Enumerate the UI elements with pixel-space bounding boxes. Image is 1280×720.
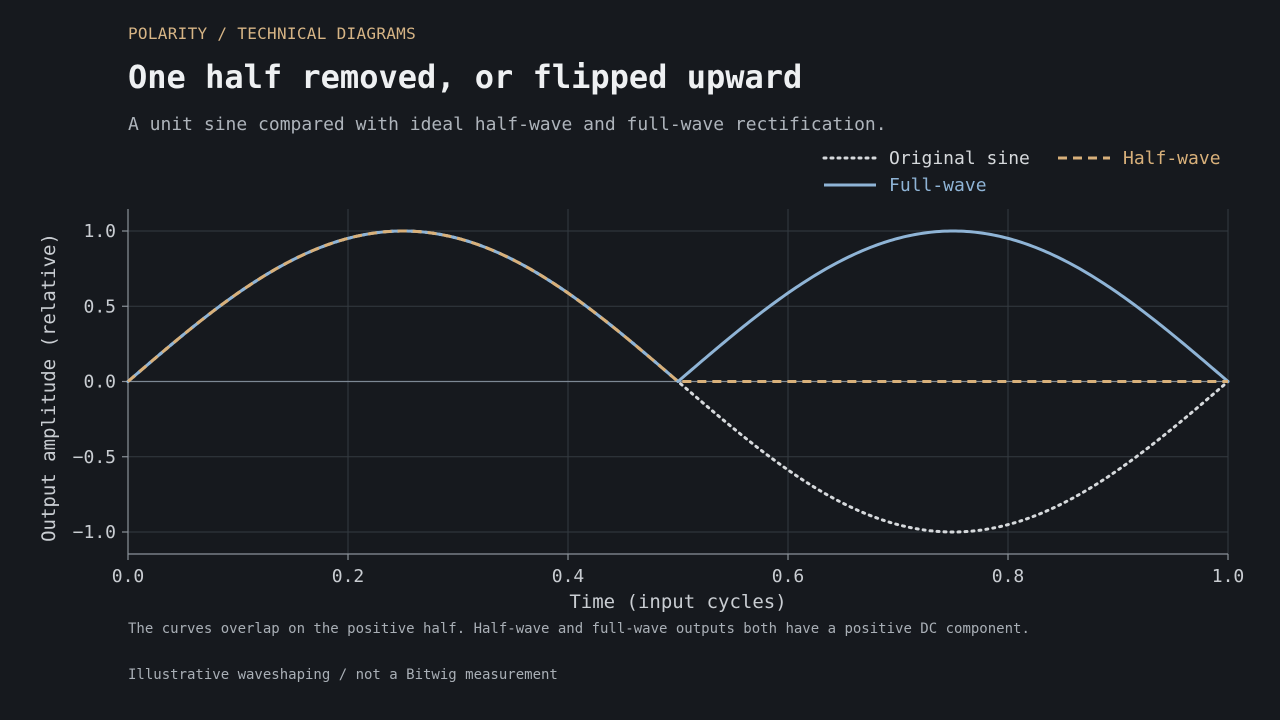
x-tick-label: 0.0	[112, 566, 145, 587]
chart-title: One half removed, or flipped upward	[128, 58, 803, 96]
y-axis-title: Output amplitude (relative)	[38, 233, 60, 542]
y-tick-label: 0.5	[83, 296, 116, 317]
x-axis-title: Time (input cycles)	[569, 591, 786, 613]
legend-half-wave-label: Half-wave	[1123, 148, 1221, 169]
x-tick-label: 0.2	[332, 566, 365, 587]
chart-caption: The curves overlap on the positive half.…	[128, 621, 1030, 637]
y-tick-label: 1.0	[83, 221, 116, 242]
x-tick-label: 0.4	[552, 566, 585, 587]
chart-footer: Illustrative waveshaping / not a Bitwig …	[128, 667, 558, 683]
chart-subtitle: A unit sine compared with ideal half-wav…	[128, 114, 887, 135]
x-tick-label: 0.8	[992, 566, 1025, 587]
series-half-wave	[127, 229, 1228, 383]
x-tick-label: 1.0	[1212, 566, 1245, 587]
y-tick-label: 0.0	[83, 372, 116, 393]
chart-kicker: POLARITY / TECHNICAL DIAGRAMS	[128, 24, 417, 43]
y-tick-label: −0.5	[73, 447, 116, 468]
legend-original-sine-label: Original sine	[889, 148, 1030, 169]
x-tick-label: 0.6	[772, 566, 805, 587]
y-tick-label: −1.0	[73, 522, 116, 543]
legend-full-wave-label: Full-wave	[889, 175, 987, 196]
